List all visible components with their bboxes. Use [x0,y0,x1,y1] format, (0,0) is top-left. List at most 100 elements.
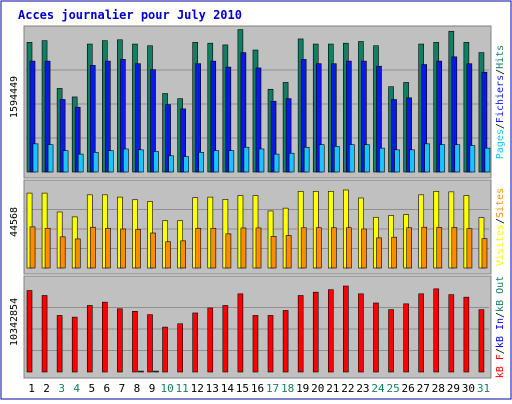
panel-max-label: 10342854 [9,298,20,346]
x-tick-label-day-31: 31 [477,382,490,395]
legend-entry: kB Out [495,276,506,312]
bar-kb-f-day-3 [56,315,63,373]
bar-kb-f-day-15 [237,293,244,373]
bar-pages-day-20 [318,144,325,173]
legend-entry: kB F [495,354,506,378]
bar-pages-day-31 [484,147,491,173]
bar-kb-f-day-5 [86,305,93,373]
bar-pages-day-27 [424,143,430,173]
bar-fichiers-day-9 [150,69,156,173]
legend-separator: / [495,348,506,354]
bar-fichiers-day-2 [44,60,51,173]
x-tick-label-day-30: 30 [462,382,475,395]
bar-sites-day-31 [481,238,488,269]
bar-fichiers-day-29 [451,56,458,173]
bar-pages-day-11 [183,156,189,173]
bar-fichiers-day-1 [29,60,36,173]
bar-fichiers-day-11 [180,108,186,173]
x-tick-label-day-16: 16 [251,382,264,395]
bar-fichiers-day-4 [74,106,81,173]
bar-fichiers-day-13 [210,60,217,173]
bar-sites-day-16 [255,227,262,269]
bar-fichiers-day-21 [330,63,337,173]
bar-kb-f-day-30 [463,296,470,373]
bar-kb-f-day-17 [267,315,274,373]
bar-sites-day-4 [74,238,81,269]
bar-fichiers-day-12 [195,63,202,173]
bar-kb-out-day-9 [153,370,159,373]
bar-kb-f-day-19 [297,295,304,373]
bar-pages-day-12 [198,152,205,173]
x-tick-label-day-15: 15 [236,382,249,395]
bar-sites-day-17 [270,236,277,269]
bar-sites-day-9 [150,232,156,269]
bar-fichiers-day-19 [300,59,307,173]
bar-pages-day-4 [77,153,84,173]
bar-kb-f-day-29 [448,294,455,373]
bar-kb-f-day-2 [41,295,48,373]
x-tick-label-day-18: 18 [281,382,294,395]
bar-sites-day-23 [361,228,367,269]
legend-entry: Fichiers [495,75,506,123]
bar-pages-day-19 [303,146,310,173]
bar-fichiers-day-7 [120,59,126,173]
bar-fichiers-day-20 [315,63,322,173]
bar-kb-f-day-26 [403,303,409,373]
panel-legend: kB F/kB In/kB Out [495,276,506,378]
bar-pages-day-3 [62,150,69,173]
bar-pages-day-9 [153,151,159,173]
x-tick-label-day-8: 8 [134,382,141,395]
bar-pages-day-2 [47,144,54,173]
x-tick-label-day-3: 3 [58,382,65,395]
x-tick-label-day-20: 20 [311,382,324,395]
bar-fichiers-day-17 [270,100,277,173]
x-tick-label-day-25: 25 [386,382,399,395]
x-tick-label-day-29: 29 [447,382,460,395]
bar-pages-day-14 [228,150,235,173]
bar-sites-day-2 [44,227,51,269]
bar-kb-f-day-21 [327,289,334,373]
bar-sites-day-26 [406,227,412,269]
bar-pages-day-16 [258,148,265,173]
x-tick-label-day-9: 9 [149,382,156,395]
bar-pages-day-24 [379,147,385,173]
bar-fichiers-day-14 [225,66,232,173]
bar-fichiers-day-22 [346,60,352,173]
bar-fichiers-day-3 [59,99,66,173]
bar-sites-day-12 [195,227,202,269]
x-tick-label-day-2: 2 [43,382,50,395]
bar-sites-day-20 [315,227,322,269]
x-tick-label-day-14: 14 [221,382,235,395]
bar-kb-f-day-13 [207,307,214,373]
bar-kb-f-day-10 [162,326,168,373]
panel-2: 44568 Visites/Sites [9,179,506,275]
bar-pages-day-10 [168,155,174,173]
bar-sites-day-7 [120,228,126,269]
bar-kb-f-day-12 [192,312,199,373]
bar-fichiers-day-27 [421,64,427,173]
bar-sites-day-24 [376,237,382,269]
bar-kb-f-day-11 [177,323,183,373]
chart-title: Acces journalier pour July 2010 [18,8,242,22]
bar-sites-day-11 [180,240,187,269]
x-tick-label-day-24: 24 [371,382,385,395]
bar-pages-day-13 [213,150,220,173]
bar-pages-day-22 [349,144,355,173]
bar-kb-f-day-8 [132,311,138,373]
x-tick-label-day-28: 28 [432,382,445,395]
bar-kb-f-day-6 [102,301,108,373]
x-tick-label-day-10: 10 [160,382,173,395]
x-tick-label-day-5: 5 [88,382,95,395]
bar-fichiers-day-18 [285,98,292,173]
legend-entry: Sites [495,188,506,218]
bar-fichiers-day-5 [89,65,96,173]
x-tick-label-day-23: 23 [356,382,369,395]
bar-sites-day-14 [225,233,232,269]
bar-pages-day-26 [409,149,415,173]
bar-pages-day-17 [273,153,280,173]
x-tick-label-day-22: 22 [341,382,354,395]
bar-fichiers-day-15 [240,52,247,173]
bar-sites-day-25 [391,236,397,269]
